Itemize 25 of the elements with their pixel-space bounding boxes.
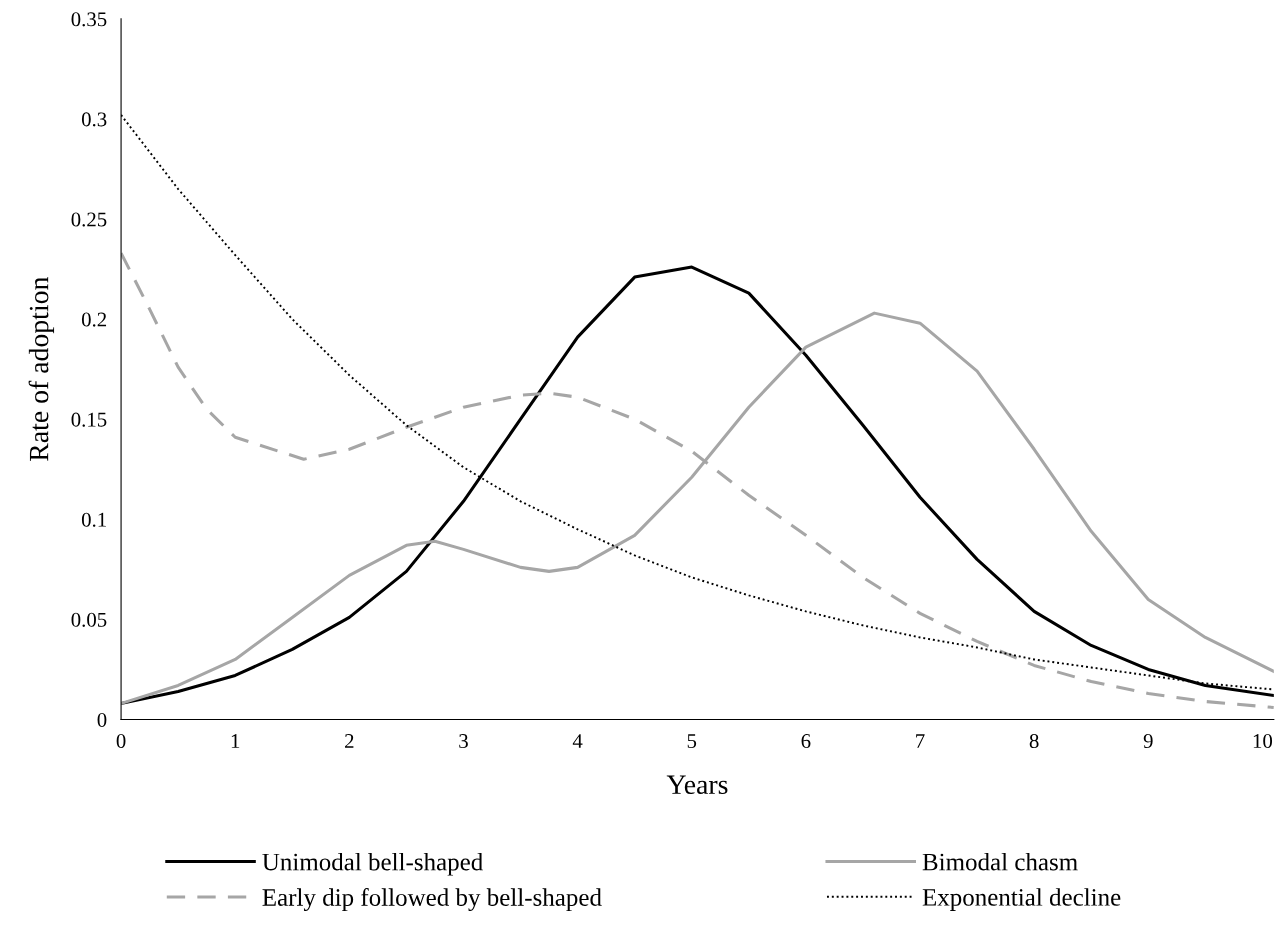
x-tick-label: 4: [572, 734, 583, 748]
legend-label: Exponential decline: [922, 888, 1121, 911]
x-tick-label: 9: [1143, 734, 1153, 749]
x-tick-label: 8: [1029, 734, 1039, 749]
legend-label: Unimodal bell-shaped: [262, 852, 483, 876]
y-tick-label: 0.3: [81, 112, 107, 127]
x-tick-label: 0: [116, 734, 126, 749]
legend-label: Bimodal chasm: [922, 852, 1078, 871]
x-tick-label: 2: [345, 734, 354, 748]
y-tick-label: 0.25: [71, 212, 107, 227]
y-tick-label: 0: [97, 712, 107, 727]
x-tick-label: 1: [231, 734, 240, 748]
y-tick-label: 0.35: [71, 12, 107, 27]
x-tick-label: 10: [1253, 734, 1273, 749]
x-tick-label: 6: [801, 734, 811, 749]
x-tick-label: 3: [459, 734, 468, 749]
legend-label: Early dip followed by bell-shaped: [262, 888, 602, 912]
y-tick-label: 0.15: [71, 412, 107, 427]
y-axis-title: Rate of adoption: [28, 277, 55, 461]
x-tick-label: 5: [687, 734, 697, 749]
y-tick-label: 0.2: [81, 312, 107, 327]
x-tick-label: 7: [916, 734, 925, 748]
y-tick-label: 0.05: [71, 612, 107, 627]
y-tick-label: 0.1: [81, 512, 106, 527]
x-axis-title: Years: [666, 775, 728, 795]
